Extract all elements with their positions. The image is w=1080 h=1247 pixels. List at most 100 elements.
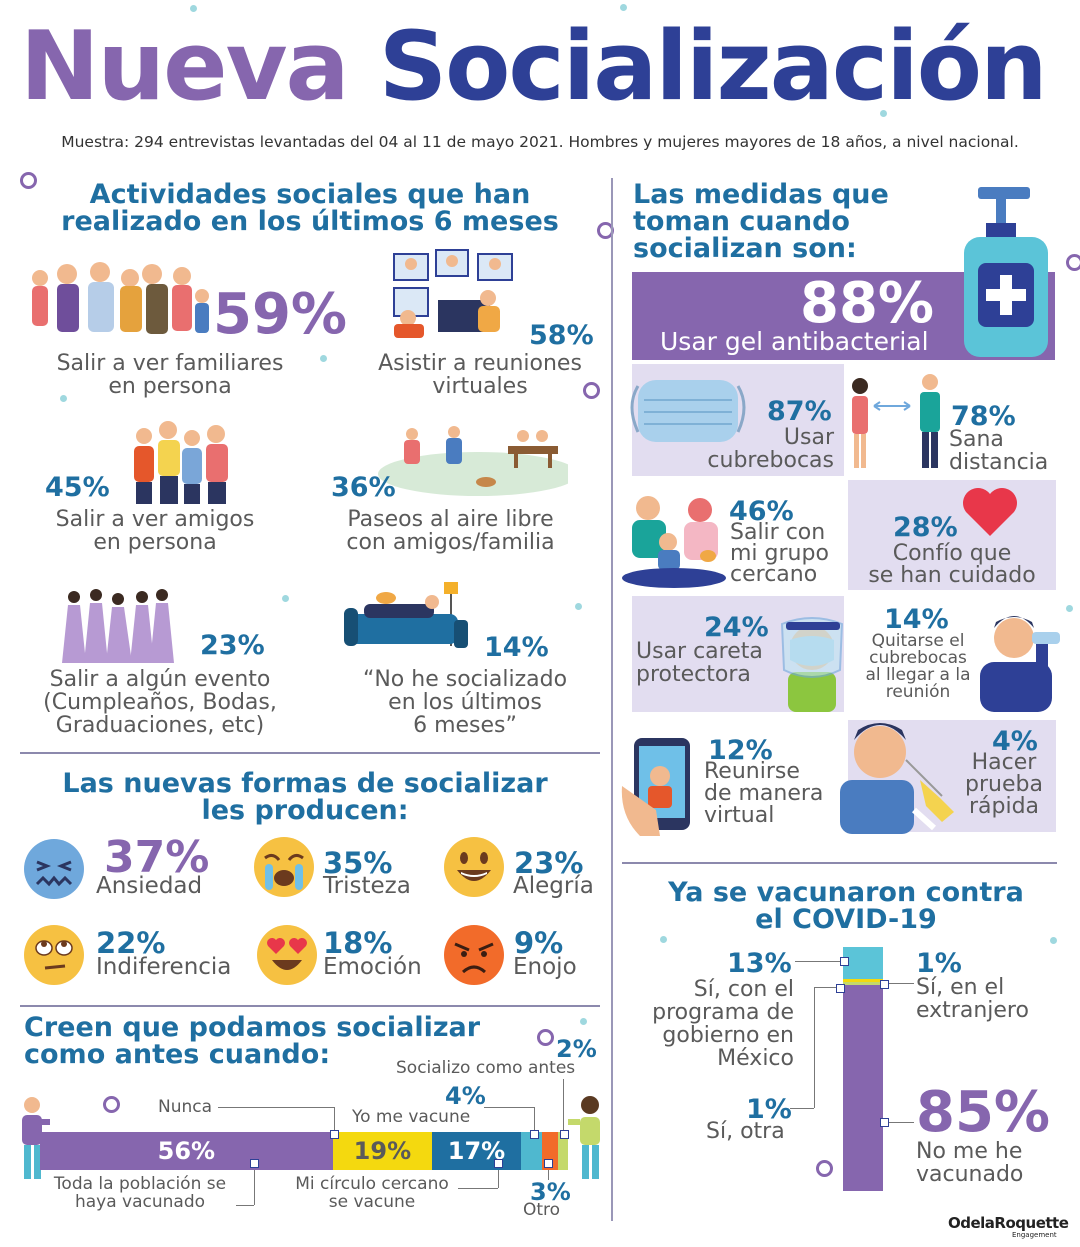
title-part1: Nueva bbox=[20, 12, 350, 122]
woman-figure-illustration bbox=[568, 1096, 600, 1179]
activity-event-pct: 23% bbox=[200, 630, 265, 661]
close-group-illustration bbox=[622, 496, 726, 588]
sample-note: Muestra: 294 entrevistas levantadas del … bbox=[61, 133, 1019, 151]
vaccine-title: Ya se vacunaron contra el COVID-19 bbox=[668, 877, 1024, 935]
decor-ring bbox=[816, 1160, 833, 1177]
pct-other: 3% bbox=[530, 1178, 571, 1206]
pct-me-vaccinated: 4% bbox=[445, 1082, 486, 1110]
activity-family-label: Salir a ver familiares en persona bbox=[56, 351, 284, 399]
family-illustration bbox=[32, 262, 209, 334]
decor-dot bbox=[282, 595, 289, 602]
measure-virtual-label: Reunirse de manera virtual bbox=[704, 759, 824, 828]
brand-sub: Engagement bbox=[1012, 1231, 1057, 1239]
title-part2: Socialización bbox=[378, 12, 1048, 122]
label-never: Nunca bbox=[158, 1097, 213, 1117]
column-divider bbox=[611, 178, 613, 1221]
measure-virtual-pct: 12% bbox=[708, 735, 773, 766]
measure-mask-pct: 87% bbox=[767, 396, 832, 427]
feeling-anxiety-label: Ansiedad bbox=[96, 873, 203, 899]
activity-family-pct: 59% bbox=[213, 282, 348, 347]
label-as-before: Socializo como antes bbox=[396, 1058, 576, 1078]
decor-dot bbox=[660, 936, 667, 943]
feeling-anxiety-pct: 37% bbox=[104, 832, 210, 883]
activity-virtual-pct: 58% bbox=[529, 320, 594, 351]
man-figure-illustration bbox=[22, 1097, 50, 1179]
activity-friends-pct: 45% bbox=[45, 472, 110, 503]
label-close-circle: Mi círculo cercano se vacune bbox=[295, 1174, 449, 1212]
feeling-anger-pct: 9% bbox=[514, 926, 564, 960]
measure-group-pct: 46% bbox=[729, 496, 794, 527]
measure-unmask-label: Quitarse el cubrebocas al llegar a la reuni… bbox=[865, 631, 971, 702]
measure-distance-label: Sana distancia bbox=[949, 427, 1049, 475]
friends-illustration bbox=[134, 421, 228, 504]
section-divider bbox=[20, 1005, 600, 1007]
bar-segment-me-vaccinated bbox=[520, 1132, 542, 1170]
bar-segment-population: 56% bbox=[40, 1132, 333, 1170]
heart-icon bbox=[963, 488, 1017, 536]
rapid-test-illustration bbox=[840, 723, 954, 834]
decor-dot bbox=[1050, 937, 1057, 944]
brand-logo: OdelaRoquette bbox=[948, 1214, 1069, 1232]
feeling-joy-pct: 23% bbox=[514, 846, 584, 880]
bar-segment-close-circle: 17% bbox=[432, 1132, 521, 1170]
feeling-indifference-label: Indiferencia bbox=[96, 954, 232, 980]
activity-park-pct: 36% bbox=[331, 472, 396, 503]
decor-dot bbox=[620, 4, 627, 11]
vaccine-segment-other bbox=[843, 981, 883, 985]
vaccine-government-pct: 13% bbox=[727, 948, 792, 979]
vaccine-segment-abroad bbox=[843, 978, 883, 982]
vaccine-other-label: Sí, otra bbox=[706, 1119, 785, 1144]
decor-ring bbox=[583, 382, 600, 399]
activity-friends-label: Salir a ver amigos en persona bbox=[55, 507, 255, 555]
vaccine-segment-government bbox=[843, 947, 883, 979]
feelings-title: Las nuevas formas de socializar les prod… bbox=[62, 768, 548, 826]
feeling-excitement-label: Emoción bbox=[323, 954, 422, 980]
activity-none-label: “No he socializado en los últimos 6 meses” bbox=[362, 667, 568, 738]
activity-virtual-label: Asistir a reuniones virtuales bbox=[378, 351, 582, 399]
mask-illustration bbox=[630, 380, 746, 442]
vaccine-abroad-pct: 1% bbox=[916, 948, 962, 979]
measure-group-label: Salir con mi grupo cercano bbox=[730, 520, 829, 587]
crying-face-icon bbox=[254, 837, 314, 897]
section-divider bbox=[20, 752, 600, 754]
label-me-vaccinated: Yo me vacune bbox=[352, 1107, 471, 1127]
happy-face-icon bbox=[444, 837, 504, 897]
park-illustration bbox=[378, 426, 568, 496]
bar-segment-as-before bbox=[557, 1132, 568, 1170]
decor-ring bbox=[103, 1096, 120, 1113]
couch-illustration bbox=[344, 582, 468, 648]
decor-ring bbox=[1066, 254, 1080, 271]
measure-trust-pct: 28% bbox=[893, 512, 958, 543]
measure-shield-label: Usar careta protectora bbox=[636, 639, 763, 687]
activity-event-label: Salir a algún evento (Cumpleaños, Bodas, G… bbox=[43, 667, 277, 738]
when-title: Creen que podamos socializar como antes … bbox=[24, 1012, 481, 1070]
activity-none-pct: 14% bbox=[484, 632, 549, 663]
phone-illustration bbox=[621, 738, 690, 836]
decor-dot bbox=[1066, 605, 1073, 612]
measure-trust-box bbox=[848, 480, 1056, 590]
eye-roll-face-icon bbox=[24, 925, 84, 985]
gel-bottle-illustration bbox=[964, 187, 1048, 357]
measure-distance-pct: 78% bbox=[951, 401, 1016, 432]
decor-dot bbox=[580, 1018, 587, 1025]
label-other: Otro bbox=[523, 1200, 561, 1220]
vaccine-segment-not-vaccinated bbox=[843, 984, 883, 1192]
feeling-sadness-pct: 35% bbox=[323, 846, 393, 880]
measure-test-label: Hacer prueba rápida bbox=[965, 750, 1043, 819]
measure-shield-pct: 24% bbox=[704, 612, 769, 643]
decor-ring bbox=[537, 1029, 554, 1046]
label-population: Toda la población se haya vacunado bbox=[53, 1174, 227, 1212]
social-distance-illustration bbox=[852, 374, 940, 468]
feeling-sadness-label: Tristeza bbox=[323, 873, 411, 899]
anxious-face-icon bbox=[24, 839, 84, 899]
measure-gel-pct: 88% bbox=[800, 271, 935, 336]
event-illustration bbox=[62, 589, 174, 663]
decor-dot bbox=[880, 110, 887, 117]
bar-segment-never: 19% bbox=[332, 1132, 433, 1170]
remove-mask-illustration bbox=[980, 616, 1060, 712]
decor-dot bbox=[575, 603, 582, 610]
page-title: Nueva Socialización bbox=[20, 20, 1048, 115]
feeling-anger-label: Enojo bbox=[513, 954, 577, 980]
vaccine-government-label: Sí, con el programa de gobierno en México bbox=[652, 977, 794, 1071]
measure-trust-label: Confío que se han cuidado bbox=[868, 541, 1036, 588]
